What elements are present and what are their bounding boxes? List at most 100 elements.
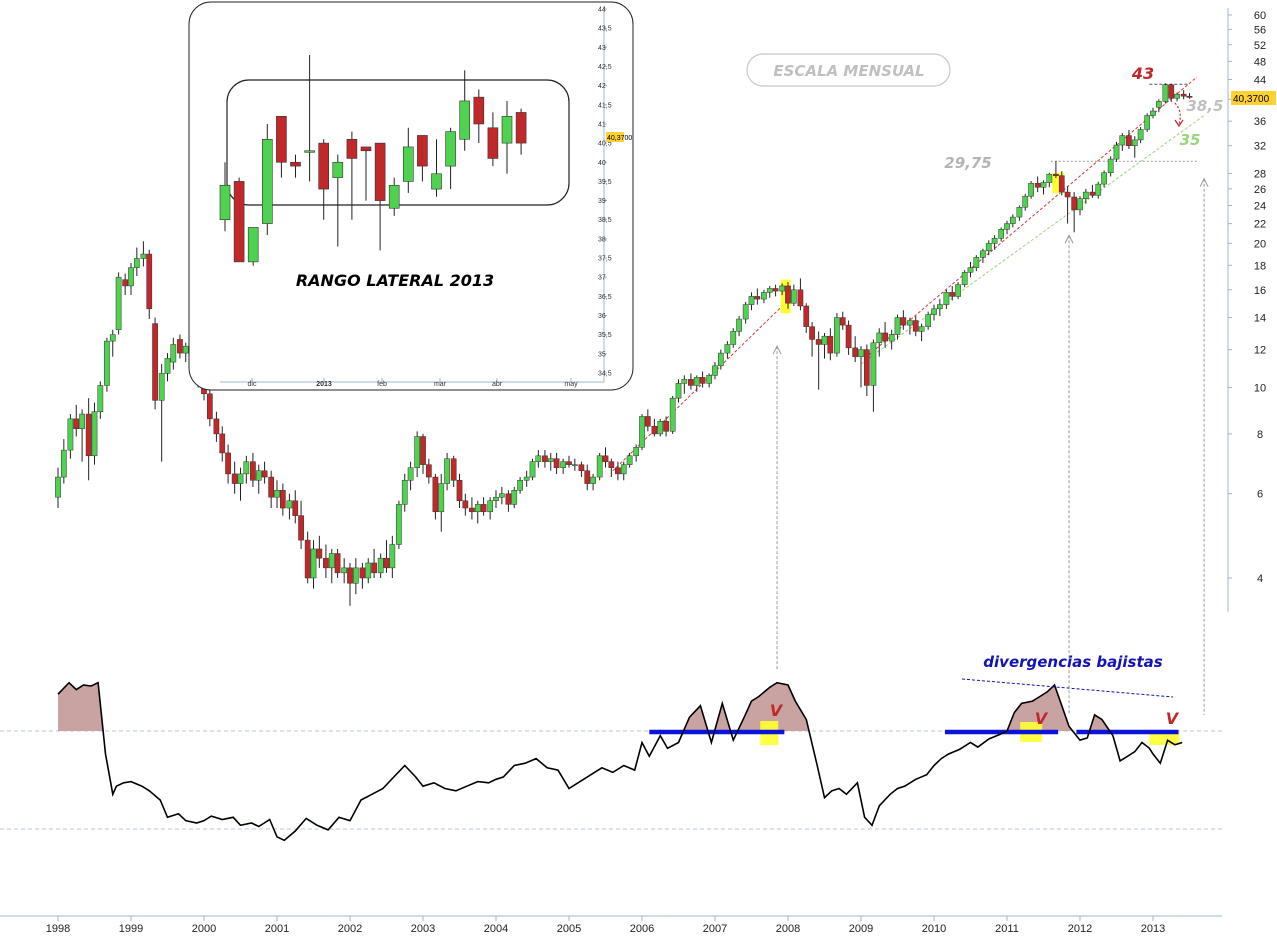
candle-body: [608, 461, 615, 468]
candle-body: [772, 288, 779, 292]
candle-body: [365, 562, 372, 579]
candle-body: [1040, 182, 1047, 188]
candle-body: [1162, 84, 1169, 102]
inset-candle-body: [261, 138, 273, 224]
candle-body: [67, 418, 74, 451]
candle-body: [596, 455, 603, 478]
candle-body: [97, 385, 104, 412]
candle-body: [279, 490, 286, 509]
inset-last-price: 40,3700: [607, 135, 632, 142]
inset-date-tick: may: [564, 381, 578, 388]
inset-price-tick: 42,5: [598, 64, 612, 71]
support-lines: [649, 721, 1180, 745]
inset-price-tick: 35: [598, 351, 606, 358]
candle-body: [1053, 173, 1059, 176]
candle-body: [669, 397, 676, 432]
candle-body: [894, 317, 901, 335]
candle-body: [304, 539, 311, 579]
inset-date-tick: 2013: [316, 381, 332, 388]
candle-body: [644, 416, 651, 427]
candle-body: [1144, 115, 1151, 130]
trendlines: [612, 76, 1209, 715]
price-tick-label: 26: [1254, 184, 1266, 196]
candle-body: [1095, 183, 1102, 196]
candle-body: [219, 433, 226, 454]
candle-body: [1119, 135, 1126, 146]
candle-body: [1071, 196, 1078, 211]
candle-body: [109, 334, 116, 342]
candle-body: [480, 504, 487, 513]
candle-body: [334, 553, 341, 574]
candle-body: [401, 480, 408, 505]
price-tick-label: 36: [1254, 116, 1266, 128]
inset-price-tick: 39: [598, 198, 606, 205]
candle-body: [663, 421, 669, 432]
candle-body: [985, 243, 992, 252]
candle-body: [474, 504, 481, 513]
arrow-head: [1064, 234, 1074, 244]
inset-candle-body: [374, 142, 386, 201]
candle-body: [298, 515, 304, 541]
inset-price-tick: 37,5: [598, 256, 612, 263]
candle-body: [834, 317, 840, 354]
price-tick-label: 8: [1257, 429, 1263, 441]
candle-body: [261, 470, 268, 478]
candle-body: [876, 332, 883, 344]
monthly-candles: [55, 83, 1193, 606]
inset-candle-body: [247, 227, 259, 263]
candle-body: [140, 253, 147, 259]
candle-body: [766, 288, 773, 293]
inset-date-tick: mar: [434, 381, 447, 388]
inset-candle-body: [402, 146, 414, 182]
overbought-area: [58, 682, 104, 731]
candle-body: [469, 507, 475, 513]
candle-body: [730, 331, 737, 345]
candle-body: [79, 413, 85, 430]
candle-body: [383, 557, 390, 569]
candle-body: [973, 257, 980, 268]
price-tick-label: 32: [1254, 141, 1266, 153]
candle-body: [177, 339, 183, 354]
candle-body: [681, 379, 688, 384]
price-tick-label: 24: [1254, 200, 1266, 212]
candle-body: [584, 470, 591, 484]
year-tick-label: 2011: [995, 923, 1019, 935]
candle-body: [170, 344, 177, 363]
inset-candle-body: [318, 142, 330, 190]
year-tick-label: 2007: [703, 923, 727, 935]
inset-candle-body: [388, 184, 400, 209]
candle-body: [462, 500, 469, 509]
candle-body: [961, 272, 968, 285]
price-tick-label: 10: [1254, 383, 1266, 395]
inset-candle-body: [515, 112, 527, 144]
candle-body: [1168, 84, 1175, 99]
trendline-support: [860, 115, 1205, 365]
inset-price-tick: 44: [598, 7, 606, 14]
candle-body: [1155, 101, 1162, 108]
candle-body: [316, 548, 323, 559]
inset-candle-body: [459, 100, 471, 140]
candle-body: [146, 253, 153, 310]
candle-body: [931, 308, 937, 315]
candle-body: [639, 416, 645, 448]
candle-body: [785, 285, 791, 304]
inset-candle-body: [431, 173, 442, 190]
candle-body: [523, 476, 530, 481]
price-tick-label: 20: [1254, 238, 1266, 250]
candle-body: [158, 373, 165, 401]
inset-candle-body: [473, 96, 485, 125]
candle-body: [547, 458, 554, 462]
candle-body: [742, 304, 749, 320]
candle-body: [620, 464, 627, 475]
candle-body: [328, 553, 335, 569]
candle-body: [237, 473, 244, 484]
pullback-arrow-head: [1174, 119, 1184, 128]
candle-body: [980, 250, 986, 258]
candle-body: [839, 317, 846, 326]
price-tick-label: 14: [1254, 313, 1266, 325]
scale-label-text: ESCALA MENSUAL: [773, 62, 924, 80]
inset-price-tick: 43: [598, 45, 606, 52]
candle-body: [553, 458, 560, 468]
price-tick-label: 48: [1254, 56, 1266, 68]
